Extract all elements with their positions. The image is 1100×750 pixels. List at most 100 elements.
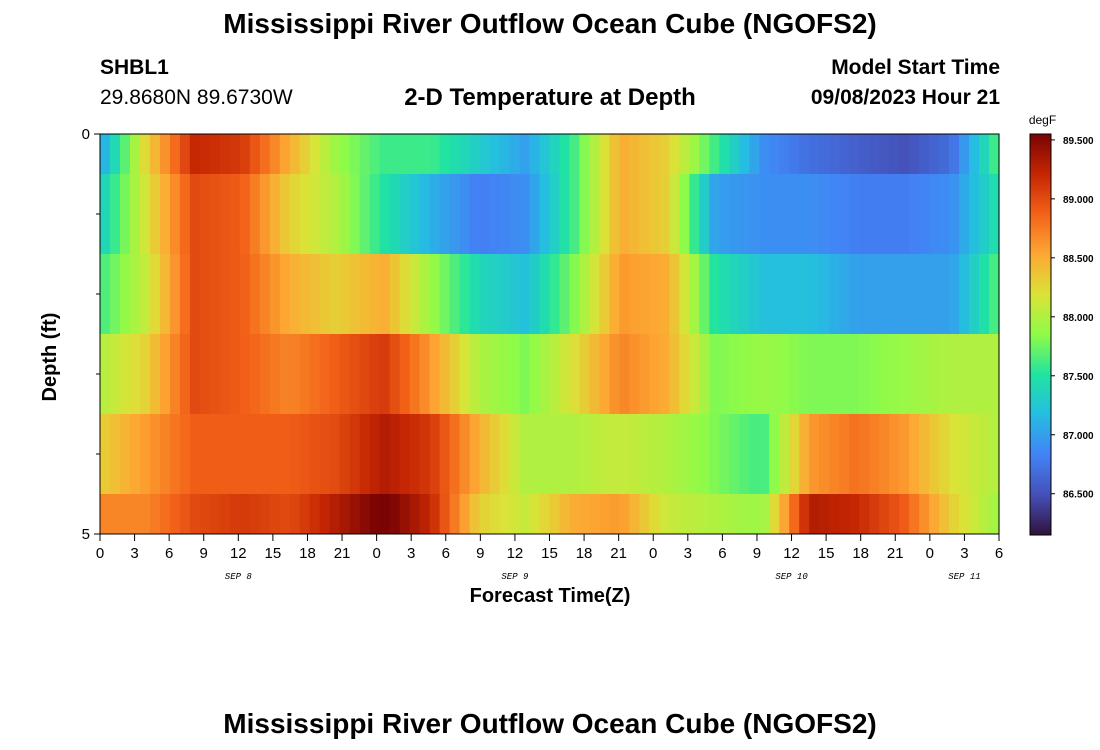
heat-cell-layer-0-col-73 [829,134,840,174]
heat-cell-layer-3-col-48 [579,334,591,414]
heat-cell-layer-3-col-38 [479,334,491,414]
heat-cell-layer-1-col-12 [219,174,231,254]
heat-cell-layer-1-col-19 [289,174,301,254]
heat-cell-layer-3-col-77 [869,334,880,414]
heat-cell-layer-4-col-7 [169,414,181,494]
heat-cell-layer-5-col-52 [619,494,631,534]
heat-cell-layer-2-col-15 [249,254,261,334]
heat-cell-layer-1-col-87 [969,174,980,254]
heat-cell-layer-0-col-15 [249,134,261,174]
heat-cell-layer-1-col-54 [639,174,650,254]
heat-cell-layer-3-col-15 [249,334,261,414]
heat-cell-layer-0-col-81 [909,134,920,174]
heat-cell-layer-4-col-47 [569,414,581,494]
heat-cell-layer-4-col-28 [379,414,391,494]
x-tick-label: 12 [783,545,800,562]
heat-cell-layer-4-col-79 [889,414,900,494]
heat-cell-layer-5-col-64 [739,494,750,534]
heat-cell-layer-3-col-87 [969,334,980,414]
heat-cell-layer-2-col-61 [709,254,720,334]
heat-cell-layer-2-col-40 [499,254,511,334]
heat-cell-layer-2-col-41 [509,254,521,334]
heat-cell-layer-1-col-27 [369,174,381,254]
heat-cell-layer-3-col-4 [139,334,151,414]
heat-cell-layer-3-col-34 [439,334,451,414]
heat-cell-layer-0-col-45 [549,134,561,174]
heat-cell-layer-5-col-70 [799,494,810,534]
heat-cell-layer-2-col-3 [129,254,141,334]
heat-cell-layer-5-col-71 [809,494,820,534]
heat-cell-layer-1-col-18 [279,174,291,254]
heat-cell-layer-4-col-2 [119,414,131,494]
heat-cell-layer-1-col-44 [539,174,551,254]
heat-cell-layer-3-col-33 [429,334,441,414]
heat-cell-layer-4-col-18 [279,414,291,494]
heat-cell-layer-5-col-58 [679,494,690,534]
heat-cell-layer-3-col-29 [389,334,401,414]
heat-cell-layer-3-col-23 [329,334,341,414]
heat-cell-layer-5-col-74 [839,494,850,534]
heat-cell-layer-0-col-1 [109,134,121,174]
colorbar-tick-label: 89.500 [1063,136,1094,147]
heat-cell-layer-4-col-54 [639,414,650,494]
heat-cell-layer-0-col-19 [289,134,301,174]
heat-cell-layer-3-col-84 [939,334,950,414]
colorbar-tick-label: 88.500 [1063,254,1094,265]
heat-cell-layer-0-col-47 [569,134,581,174]
heat-cell-layer-4-col-84 [939,414,950,494]
x-tick-label: 6 [995,545,1003,562]
heat-cell-layer-0-col-30 [399,134,411,174]
heat-cell-layer-1-col-60 [699,174,710,254]
heat-cell-layer-5-col-86 [959,494,970,534]
heat-cell-layer-4-col-17 [269,414,281,494]
heat-cell-layer-0-col-24 [339,134,351,174]
heat-cell-layer-4-col-49 [589,414,601,494]
heat-cell-layer-4-col-30 [399,414,411,494]
x-tick-label: 21 [334,545,351,562]
heat-cell-layer-3-col-16 [259,334,271,414]
heat-cell-layer-3-col-47 [569,334,581,414]
heat-cell-layer-1-col-25 [349,174,361,254]
x-tick-label: 9 [753,545,761,562]
heat-cell-layer-3-col-1 [109,334,121,414]
heat-cell-layer-5-col-67 [769,494,780,534]
heat-cell-layer-1-col-42 [519,174,531,254]
heat-cell-layer-5-col-89 [989,494,1000,534]
heat-cell-layer-0-col-20 [299,134,311,174]
heat-cell-layer-2-col-68 [779,254,790,334]
heat-cell-layer-5-col-8 [179,494,191,534]
heat-cell-layer-5-col-56 [659,494,670,534]
heat-cell-layer-3-col-43 [529,334,541,414]
x-tick-label: 0 [96,545,104,562]
x-tick-label: 3 [407,545,415,562]
heat-cell-layer-1-col-55 [649,174,660,254]
heat-cell-layer-5-col-76 [859,494,870,534]
x-tick-label: 9 [476,545,484,562]
heat-cell-layer-2-col-13 [229,254,241,334]
heat-cell-layer-1-col-89 [989,174,1000,254]
heat-cell-layer-2-col-28 [379,254,391,334]
heat-cell-layer-0-col-21 [309,134,321,174]
heat-cell-layer-4-col-45 [549,414,561,494]
heat-cell-layer-5-col-13 [229,494,241,534]
heat-cell-layer-2-col-78 [879,254,890,334]
heat-cell-layer-4-col-88 [979,414,990,494]
heat-cell-layer-2-col-8 [179,254,191,334]
heat-cell-layer-3-col-58 [679,334,690,414]
heat-cell-layer-0-col-14 [239,134,251,174]
heat-cell-layer-5-col-75 [849,494,860,534]
heat-cell-layer-1-col-50 [599,174,611,254]
heat-cell-layer-5-col-38 [479,494,491,534]
heat-cell-layer-5-col-50 [599,494,611,534]
heat-cell-layer-4-col-70 [799,414,810,494]
heat-cell-layer-2-col-50 [599,254,611,334]
heat-cell-layer-2-col-44 [539,254,551,334]
heat-cell-layer-2-col-71 [809,254,820,334]
heat-cell-layer-3-col-17 [269,334,281,414]
heat-cell-layer-4-col-20 [299,414,311,494]
heat-cell-layer-2-col-51 [609,254,621,334]
heat-cell-layer-2-col-43 [529,254,541,334]
heat-cell-layer-3-col-12 [219,334,231,414]
heat-cell-layer-0-col-52 [619,134,631,174]
